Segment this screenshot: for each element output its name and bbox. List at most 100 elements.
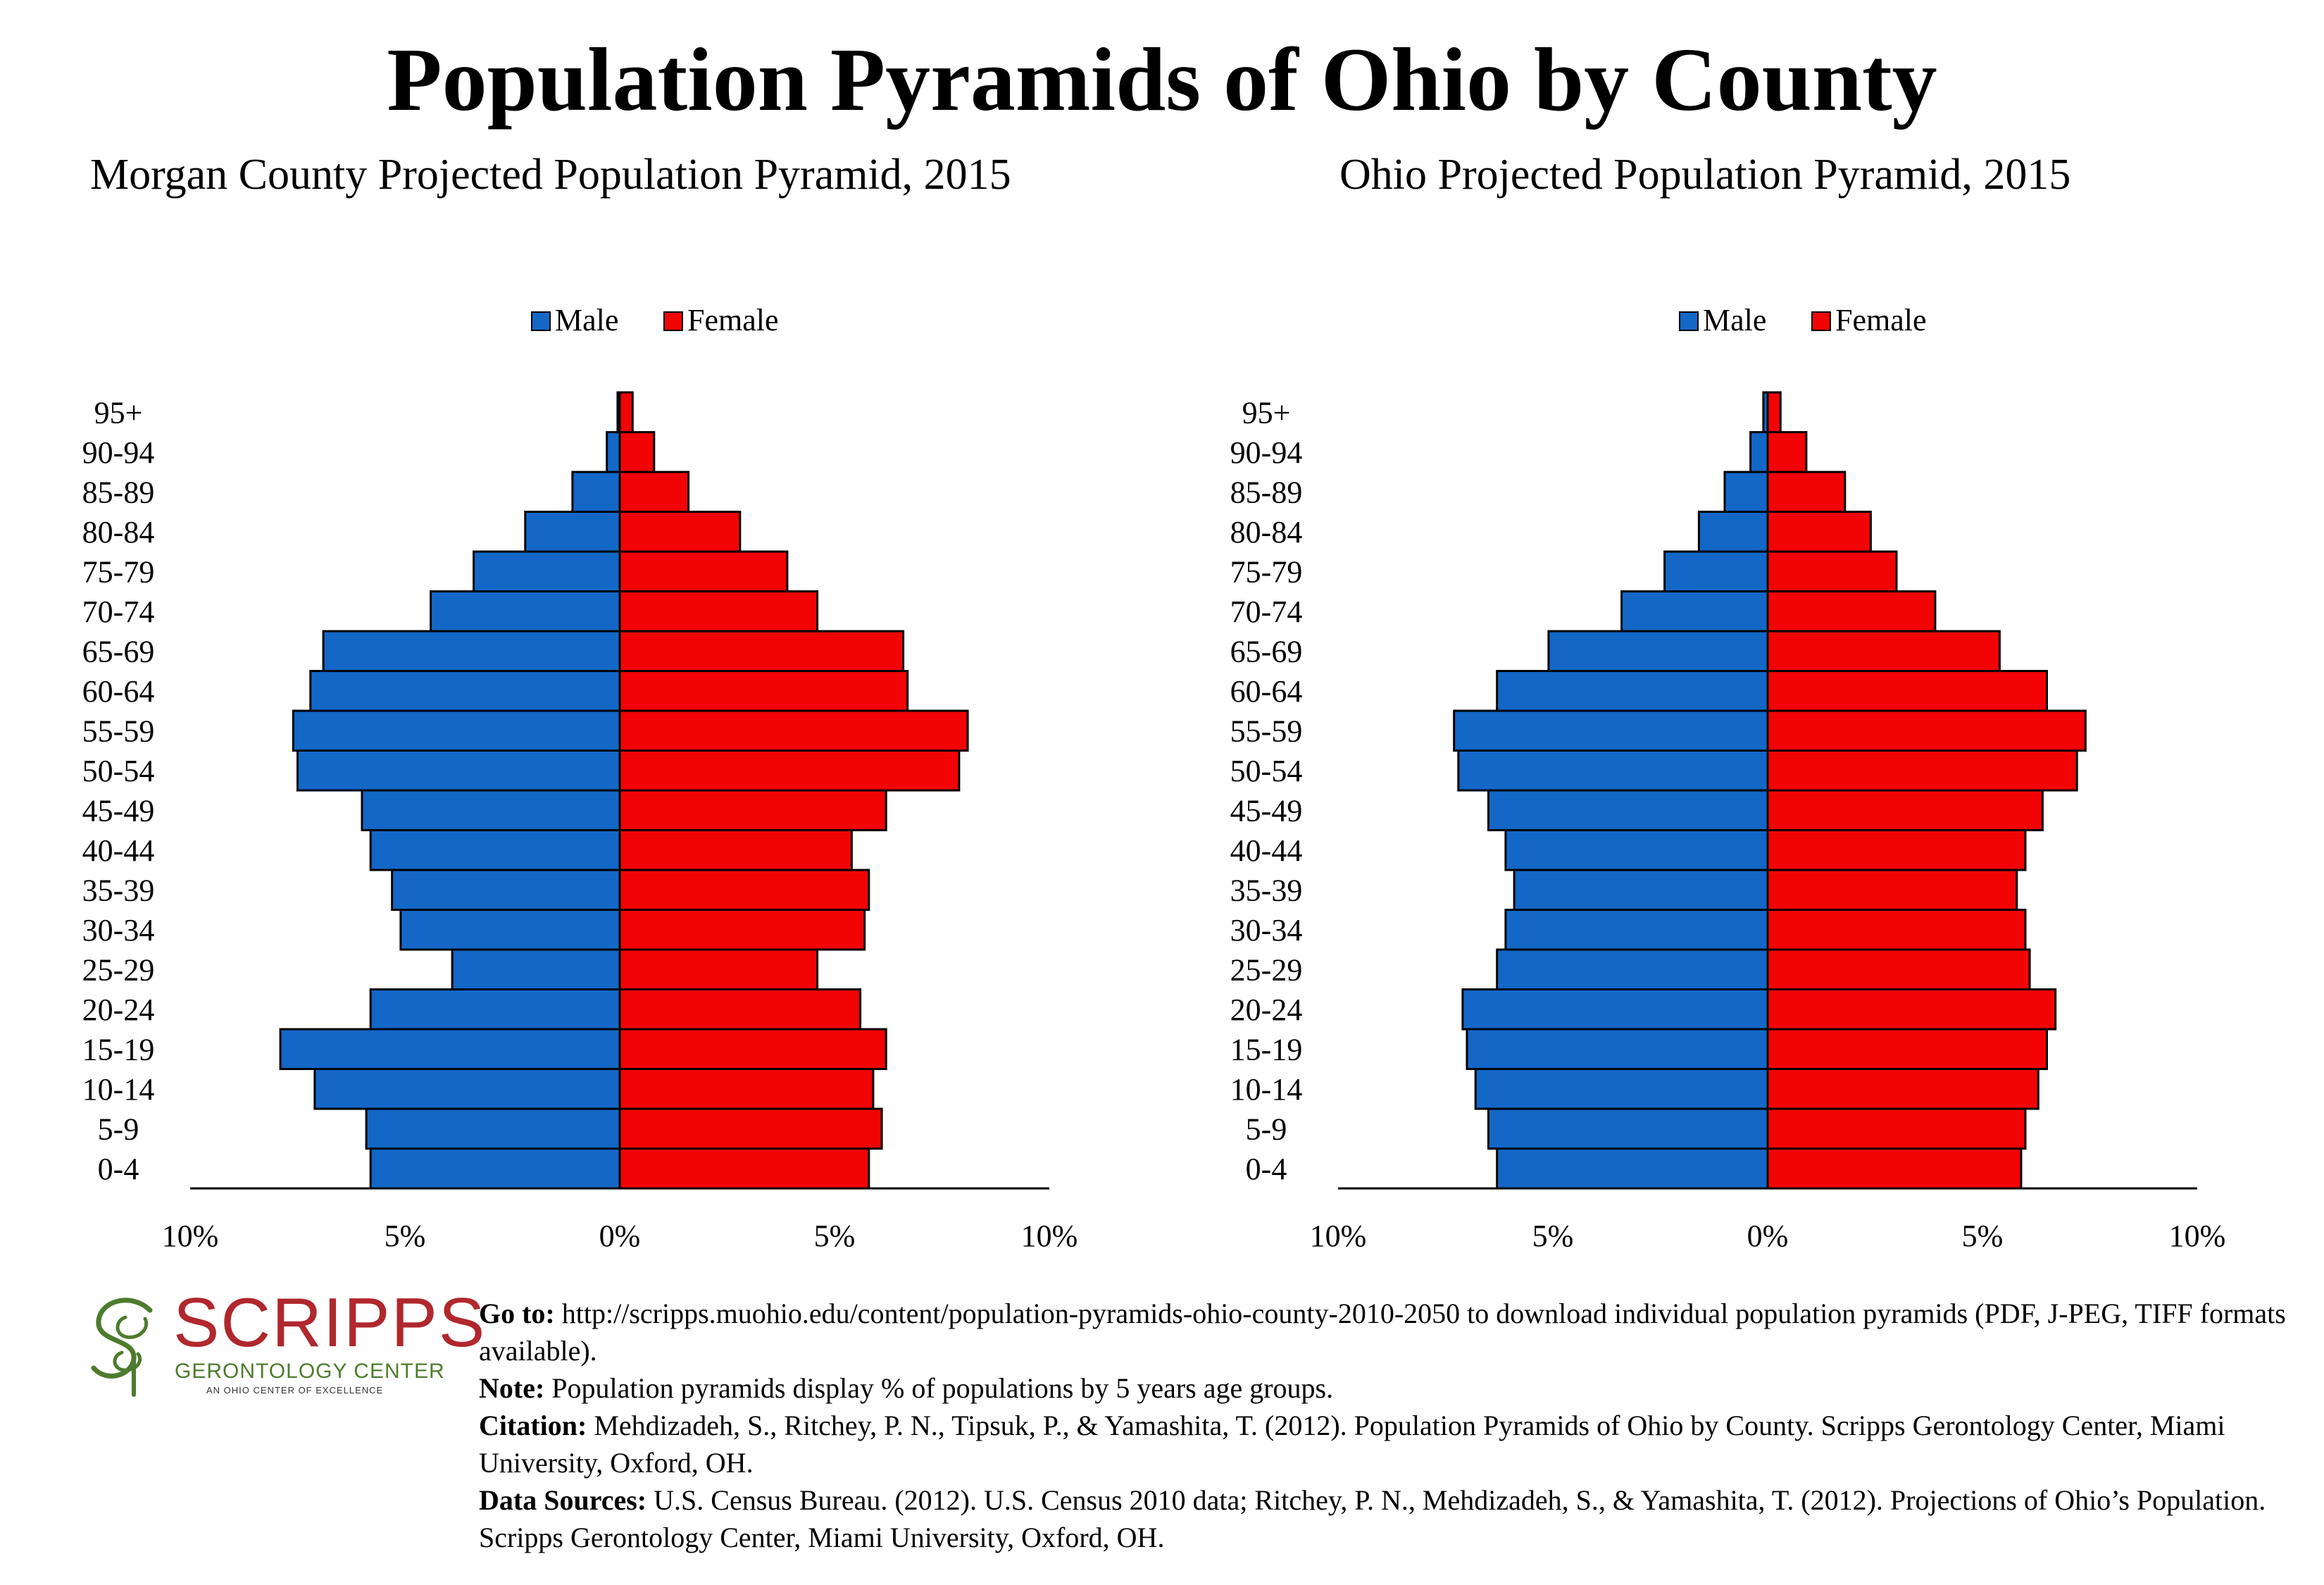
female-bar-80-84 — [1766, 511, 1872, 553]
male-bar-35-39 — [1513, 869, 1769, 911]
male-bar-85-89 — [1723, 471, 1769, 513]
female-bar-70-74 — [618, 590, 819, 633]
age-label-35-39: 35-39 — [1230, 873, 1303, 907]
female-bar-20-24 — [1766, 988, 2057, 1031]
chart-title-ohio: Ohio Projected Population Pyramid, 2015 — [1339, 151, 2071, 199]
female-bar-65-69 — [1766, 630, 2001, 672]
female-bar-95+ — [1766, 391, 1782, 433]
male-bar-15-19 — [279, 1028, 621, 1070]
logo-name: SCRIPPS — [173, 1283, 487, 1361]
age-label-80-84: 80-84 — [82, 515, 155, 549]
male-bar-30-34 — [1504, 909, 1769, 951]
male-bar-10-14 — [313, 1068, 621, 1110]
age-label-50-54: 50-54 — [1230, 754, 1303, 788]
male-legend-label: Male — [555, 303, 618, 337]
age-label-75-79: 75-79 — [1230, 554, 1303, 589]
female-bar-50-54 — [618, 750, 961, 792]
female-bar-75-79 — [1766, 550, 1898, 592]
female-bar-35-39 — [618, 869, 870, 911]
age-label-70-74: 70-74 — [1230, 595, 1303, 629]
x-tick-label: 5% — [814, 1219, 856, 1253]
age-label-25-29: 25-29 — [1230, 952, 1303, 987]
sources-text: U.S. Census Bureau. (2012). U.S. Census … — [479, 1484, 2266, 1553]
age-label-45-49: 45-49 — [1230, 793, 1303, 828]
male-bar-45-49 — [1487, 789, 1769, 831]
female-legend-label: Female — [1835, 303, 1927, 337]
female-bar-5-9 — [1766, 1107, 2027, 1150]
male-bar-90-94 — [606, 431, 621, 473]
x-tick-label: 10% — [1310, 1219, 1367, 1253]
male-bar-75-79 — [473, 550, 621, 592]
age-label-5-9: 5-9 — [1246, 1112, 1287, 1146]
female-bar-80-84 — [618, 511, 742, 553]
x-tick-label: 5% — [1962, 1219, 2004, 1253]
female-bar-55-59 — [618, 709, 969, 752]
female-bar-40-44 — [1766, 829, 2027, 871]
male-bar-40-44 — [1504, 829, 1769, 871]
male-bar-80-84 — [524, 511, 621, 553]
female-bar-85-89 — [1766, 471, 1847, 513]
x-tick-label: 5% — [1532, 1219, 1574, 1253]
age-label-65-69: 65-69 — [82, 634, 155, 669]
female-bar-75-79 — [618, 550, 789, 592]
age-label-20-24: 20-24 — [82, 993, 155, 1027]
age-label-10-14: 10-14 — [82, 1072, 155, 1107]
age-label-95+: 95+ — [94, 395, 143, 430]
male-bar-65-69 — [322, 630, 621, 672]
female-bar-35-39 — [1766, 869, 2018, 911]
male-bar-50-54 — [296, 750, 621, 792]
female-bar-60-64 — [1766, 670, 2048, 712]
female-bar-50-54 — [1766, 750, 2078, 792]
female-bar-90-94 — [618, 431, 656, 473]
female-bar-25-29 — [618, 948, 819, 990]
male-bar-90-94 — [1749, 431, 1769, 473]
logo-subtitle: GERONTOLOGY CENTER — [175, 1360, 445, 1383]
main-title: Population Pyramids of Ohio by County — [387, 30, 1937, 130]
x-tick-label: 10% — [1021, 1219, 1078, 1253]
age-label-30-34: 30-34 — [1230, 913, 1303, 947]
sources-note: Data Sources: U.S. Census Bureau. (2012)… — [479, 1481, 2310, 1556]
male-bar-70-74 — [1620, 590, 1769, 633]
male-bar-55-59 — [292, 709, 621, 752]
age-label-30-34: 30-34 — [82, 913, 155, 947]
female-bar-0-4 — [1766, 1148, 2023, 1190]
age-label-95+: 95+ — [1242, 395, 1291, 430]
chart-title-morgan: Morgan County Projected Population Pyram… — [90, 151, 1011, 199]
female-bar-85-89 — [618, 471, 690, 513]
age-label-55-59: 55-59 — [82, 714, 155, 748]
male-bar-5-9 — [365, 1107, 621, 1150]
female-legend-label: Female — [687, 303, 779, 337]
male-bar-80-84 — [1697, 511, 1769, 553]
age-label-40-44: 40-44 — [82, 833, 155, 868]
goto-label: Go to: — [479, 1298, 555, 1329]
male-bar-85-89 — [571, 471, 621, 513]
x-tick-label: 0% — [1747, 1219, 1789, 1253]
male-bar-20-24 — [369, 988, 621, 1031]
age-label-40-44: 40-44 — [1230, 833, 1303, 868]
male-bar-40-44 — [369, 829, 621, 871]
male-bar-75-79 — [1663, 550, 1769, 592]
notes-block: Go to: http://scripps.muohio.edu/content… — [479, 1295, 2310, 1556]
female-bar-30-34 — [618, 909, 866, 951]
ohio-pyramid-chart: 0-4 5-9 10-14 15-19 20-24 25-29 30-34 35-39 40-4… — [1230, 303, 2226, 1253]
age-label-35-39: 35-39 — [82, 873, 155, 907]
age-label-65-69: 65-69 — [1230, 634, 1303, 669]
female-legend-swatch — [1811, 311, 1831, 331]
x-tick-label: 10% — [162, 1219, 219, 1253]
age-label-0-4: 0-4 — [98, 1152, 139, 1186]
age-label-70-74: 70-74 — [82, 595, 155, 629]
male-bar-35-39 — [391, 869, 621, 911]
x-tick-label: 0% — [599, 1219, 641, 1253]
female-bar-20-24 — [618, 988, 862, 1031]
male-legend-swatch — [1679, 311, 1699, 331]
age-label-0-4: 0-4 — [1246, 1152, 1287, 1186]
age-label-90-94: 90-94 — [1230, 435, 1303, 470]
note-text: Population pyramids display % of populat… — [544, 1372, 1334, 1404]
female-bar-15-19 — [618, 1028, 887, 1070]
age-label-85-89: 85-89 — [82, 475, 155, 509]
age-label-50-54: 50-54 — [82, 754, 155, 788]
goto-note: Go to: http://scripps.muohio.edu/content… — [479, 1295, 2310, 1369]
male-bar-30-34 — [399, 909, 621, 951]
female-bar-40-44 — [618, 829, 853, 871]
x-tick-label: 10% — [2169, 1219, 2226, 1253]
